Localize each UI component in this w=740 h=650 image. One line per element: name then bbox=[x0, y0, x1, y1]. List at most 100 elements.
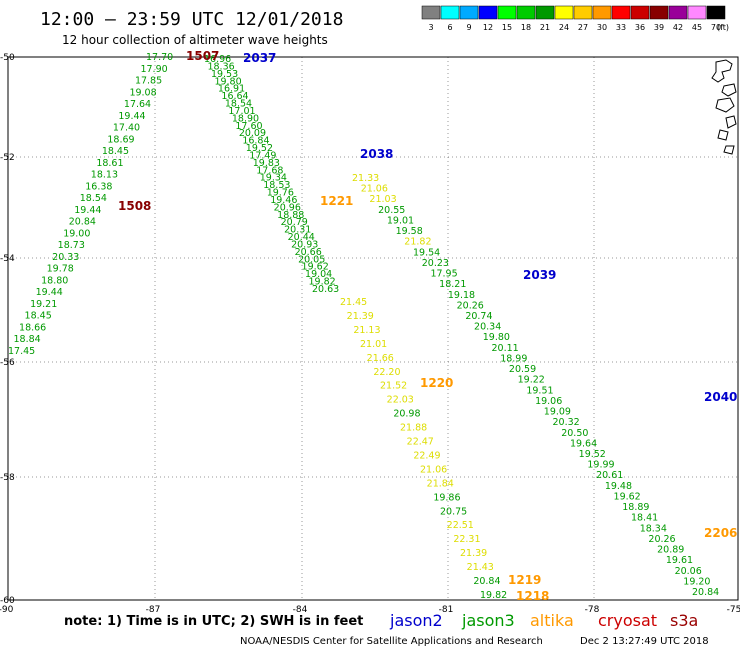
wave-height-value: 17.95 bbox=[430, 269, 457, 280]
colorbar-label: 42 bbox=[673, 23, 683, 32]
wave-height-value: 19.62 bbox=[614, 491, 641, 502]
wave-height-value: 18.54 bbox=[225, 99, 252, 110]
wave-height-value: 19.52 bbox=[246, 143, 273, 154]
wave-height-value: 19.64 bbox=[570, 438, 597, 449]
wave-height-value: 19.82 bbox=[309, 277, 336, 288]
colorbar-label: 12 bbox=[483, 23, 493, 32]
colorbar-swatch bbox=[421, 5, 441, 20]
wave-height-value: 18.45 bbox=[102, 146, 129, 157]
colorbar-swatch bbox=[478, 5, 498, 20]
wave-height-value: 20.05 bbox=[298, 254, 325, 265]
wave-height-value: 18.90 bbox=[232, 113, 259, 124]
wave-height-value: 18.36 bbox=[207, 61, 234, 72]
wave-height-value: 21.45 bbox=[340, 297, 367, 308]
wave-height-value: 21.03 bbox=[369, 194, 396, 205]
wave-height-value: 22.03 bbox=[387, 395, 414, 406]
wave-height-value: 22.49 bbox=[413, 450, 440, 461]
wave-height-value: 19.18 bbox=[448, 290, 475, 301]
wave-height-value: 20.32 bbox=[553, 417, 580, 428]
wave-height-value: 20.09 bbox=[239, 128, 266, 139]
colorbar-swatch bbox=[611, 5, 631, 20]
wave-height-value: 19.54 bbox=[413, 247, 440, 258]
graticule bbox=[8, 57, 738, 600]
wave-height-value: 21.52 bbox=[380, 381, 407, 392]
wave-height-value: 19.08 bbox=[129, 87, 156, 98]
lon-label: -75 bbox=[727, 605, 740, 615]
pass-time-label: 2040 bbox=[704, 390, 737, 404]
wave-height-value: 19.21 bbox=[30, 299, 57, 310]
lat-label: -50 bbox=[0, 53, 15, 63]
wave-height-value: 19.44 bbox=[118, 111, 145, 122]
wave-height-value: 19.34 bbox=[260, 173, 287, 184]
wave-height-value: 20.50 bbox=[561, 428, 588, 439]
wave-height-value: 21.13 bbox=[353, 325, 380, 336]
wave-height-value: 19.58 bbox=[396, 226, 423, 237]
wave-height-value: 20.75 bbox=[440, 506, 467, 517]
wave-height-value: 19.52 bbox=[579, 449, 606, 460]
wave-height-value: 19.09 bbox=[544, 407, 571, 418]
legend-jason2: jason2 bbox=[389, 611, 443, 630]
wave-height-value: 19.62 bbox=[302, 262, 329, 273]
wave-height-value: 17.85 bbox=[135, 76, 162, 87]
lon-label: -81 bbox=[439, 605, 454, 615]
pass-time-label: 2206 bbox=[704, 526, 737, 540]
wave-height-value: 20.59 bbox=[509, 364, 536, 375]
wave-height-value: 20.44 bbox=[288, 232, 315, 243]
colorbar-label: 39 bbox=[654, 23, 664, 32]
coastline-icon bbox=[711, 59, 737, 155]
wave-height-value: 16.38 bbox=[85, 181, 112, 192]
lon-label: -87 bbox=[146, 605, 161, 615]
wave-height-value: 20.79 bbox=[281, 217, 308, 228]
wave-height-value: 20.89 bbox=[657, 545, 684, 556]
colorbar-swatch bbox=[592, 5, 612, 20]
legend-altika: altika bbox=[530, 611, 574, 630]
wave-height-value: 18.99 bbox=[500, 353, 527, 364]
colorbar-swatch bbox=[516, 5, 536, 20]
wave-height-value: 18.73 bbox=[58, 240, 85, 251]
wave-height-value: 16.96 bbox=[204, 54, 231, 65]
wave-height-value: 19.01 bbox=[387, 215, 414, 226]
lon-label: -84 bbox=[293, 605, 308, 615]
wave-height-value: 22.51 bbox=[447, 520, 474, 531]
colorbar-swatch bbox=[668, 5, 688, 20]
wave-height-value: 18.45 bbox=[25, 311, 52, 322]
wave-height-value: 19.80 bbox=[214, 76, 241, 87]
colorbar-label: 36 bbox=[635, 23, 645, 32]
wave-height-value: 20.31 bbox=[284, 225, 311, 236]
wave-height-value: 19.76 bbox=[267, 188, 294, 199]
pass-time-label: 2039 bbox=[523, 268, 556, 282]
wave-height-value: 18.41 bbox=[631, 513, 658, 524]
colorbar-swatch bbox=[459, 5, 479, 20]
wave-height-value: 18.66 bbox=[19, 322, 46, 333]
wave-height-value: 20.11 bbox=[491, 343, 518, 354]
wave-height-value: 19.51 bbox=[526, 385, 553, 396]
wave-height-value: 18.89 bbox=[622, 502, 649, 513]
wave-height-value: 17.68 bbox=[256, 165, 283, 176]
wave-height-value: 20.61 bbox=[596, 470, 623, 481]
wave-height-value: 19.04 bbox=[305, 269, 332, 280]
pass-time-label: 2038 bbox=[360, 147, 393, 161]
colorbar-swatch bbox=[649, 5, 669, 20]
colorbar-label: 3 bbox=[428, 23, 433, 32]
page-subtitle: 12 hour collection of altimeter wave hei… bbox=[62, 33, 328, 47]
wave-height-value: 17.90 bbox=[140, 64, 167, 75]
wave-height-value: 18.21 bbox=[439, 279, 466, 290]
wave-height-value: 17.70 bbox=[146, 52, 173, 63]
wave-height-value: 19.99 bbox=[587, 460, 614, 471]
wave-height-value: 18.54 bbox=[80, 193, 107, 204]
wave-height-value: 16.91 bbox=[218, 84, 245, 95]
pass-time-label: 2037 bbox=[243, 51, 276, 65]
pass-time-label: 1221 bbox=[320, 194, 353, 208]
wave-height-value: 19.44 bbox=[36, 287, 63, 298]
wave-height-value: 20.06 bbox=[675, 566, 702, 577]
wave-height-value: 22.47 bbox=[407, 437, 434, 448]
wave-height-value: 19.22 bbox=[518, 375, 545, 386]
wave-height-value: 19.48 bbox=[605, 481, 632, 492]
map-frame bbox=[7, 56, 739, 601]
colorbar-swatch bbox=[554, 5, 574, 20]
wave-height-value: 17.40 bbox=[113, 123, 140, 134]
colorbar-label: 15 bbox=[502, 23, 512, 32]
colorbar-swatch bbox=[497, 5, 517, 20]
time-labels: 1507 2037 2038 1508 1221 2039 1220 2040 1219 1218… bbox=[118, 49, 737, 603]
wave-height-value: 20.23 bbox=[422, 258, 449, 269]
